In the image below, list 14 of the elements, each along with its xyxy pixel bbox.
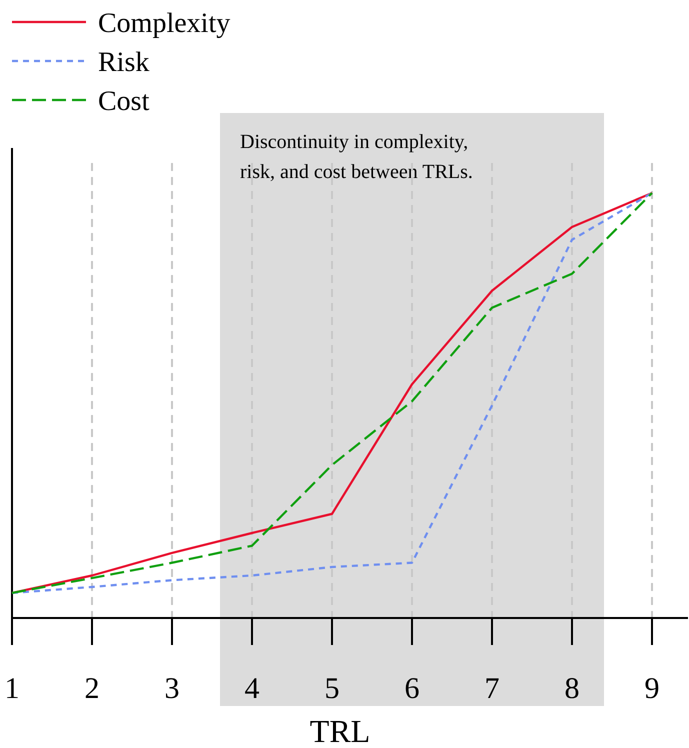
x-tick-label: 4 [244, 672, 260, 705]
legend-label: Cost [98, 86, 150, 117]
x-tick-label: 9 [644, 672, 660, 705]
x-tick-label: 2 [84, 672, 100, 705]
x-tick-label: 1 [4, 672, 20, 705]
x-tick-label: 8 [564, 672, 580, 705]
x-tick-label: 3 [164, 672, 180, 705]
x-tick-label: 6 [404, 672, 420, 705]
x-tick-label: 5 [324, 672, 340, 705]
x-axis-title: TRL [310, 713, 370, 748]
x-tick-label: 7 [484, 672, 500, 705]
legend-label: Risk [98, 47, 150, 78]
band-label: Discontinuity in complexity, risk, and cost between TRLs. [240, 131, 473, 183]
legend-label: Complexity [98, 8, 230, 39]
